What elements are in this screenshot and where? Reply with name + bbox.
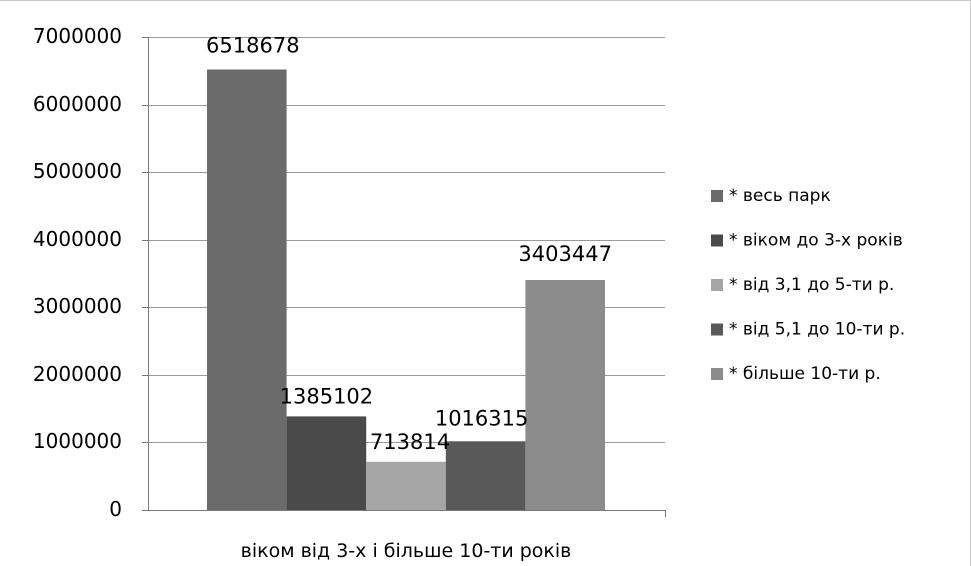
- bar-3: [366, 461, 446, 510]
- legend-label-4: * від 5,1 до 10-ти р.: [729, 320, 905, 340]
- y-axis-tick-labels: 0 1000000 2000000 3000000 4000000 5000000 6000…: [33, 24, 122, 521]
- data-label-1: 6518678: [206, 34, 300, 58]
- x-axis: [148, 37, 666, 517]
- legend-swatch-4: [711, 323, 723, 336]
- y-tick-label: 5000000: [33, 159, 122, 183]
- bar-1: [207, 69, 287, 510]
- x-axis-category-labels: віком від 3-х і більше 10-ти років: [241, 540, 572, 562]
- legend-swatch-1: [711, 190, 723, 202]
- y-tick-label: 4000000: [33, 227, 122, 251]
- y-tick-label: 2000000: [33, 362, 122, 386]
- legend-swatch-3: [711, 279, 723, 291]
- x-category-label: віком від 3-х і більше 10-ти років: [241, 540, 572, 562]
- data-label-5: 3403447: [518, 242, 612, 266]
- data-label-4: 1016315: [435, 406, 529, 430]
- y-tick-label: 0: [109, 497, 122, 521]
- legend-label-1: * весь парк: [729, 186, 831, 206]
- bars: [207, 69, 605, 510]
- data-label-3: 713814: [370, 430, 450, 454]
- legend-swatch-5: [711, 368, 723, 380]
- legend-label-3: * від 3,1 до 5-ти р.: [729, 275, 894, 295]
- y-tick-label: 1000000: [33, 429, 122, 453]
- bar-2: [286, 416, 367, 510]
- y-tick-label: 3000000: [33, 294, 122, 318]
- legend-swatch-2: [711, 234, 723, 247]
- data-label-2: 1385102: [280, 384, 374, 408]
- legend-label-5: * більше 10-ти р.: [729, 364, 881, 384]
- bar-5: [525, 280, 605, 510]
- bar-4: [445, 441, 526, 510]
- y-tick-label: 7000000: [33, 24, 122, 48]
- y-tick-label: 6000000: [33, 92, 122, 116]
- legend-label-2: * віком до 3-х років: [729, 231, 903, 251]
- legend: * весь парк * віком до 3-х років * від 3,1…: [711, 186, 905, 384]
